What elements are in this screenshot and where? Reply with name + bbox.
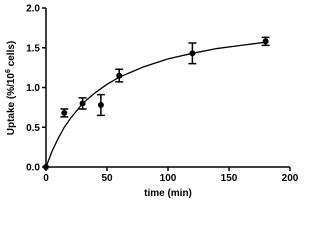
y-axis-title-part: Uptake (%/10 <box>6 73 17 136</box>
x-axis-title: time (min) <box>144 188 192 199</box>
y-tick-label: 2.0 <box>26 4 40 15</box>
data-point <box>97 101 104 108</box>
y-tick-label: 1.0 <box>26 83 40 94</box>
chart: time (min) Uptake (%/106 cells) 0.0 0.5 1.… <box>5 4 299 200</box>
y-tick-label: 0.5 <box>26 123 40 134</box>
x-tick-label: 200 <box>282 173 299 184</box>
y-axis-title-sup: 6 <box>5 69 12 73</box>
fit-curve <box>45 41 266 168</box>
data-point <box>79 100 86 107</box>
y-tick-label: 0.0 <box>26 163 40 174</box>
data-point <box>116 72 123 79</box>
y-tick-label: 1.5 <box>26 43 40 54</box>
x-tick-label: 150 <box>221 173 238 184</box>
data-point <box>43 164 49 170</box>
y-axis-title: Uptake (%/106 cells) <box>5 41 17 136</box>
data-point <box>61 109 68 116</box>
x-tick-label: 100 <box>160 173 177 184</box>
x-tick-label: 50 <box>101 173 113 184</box>
y-axis-title-part: cells) <box>6 41 17 69</box>
data-point <box>189 50 196 57</box>
data-point <box>262 38 269 45</box>
x-tick-label: 0 <box>43 173 49 184</box>
